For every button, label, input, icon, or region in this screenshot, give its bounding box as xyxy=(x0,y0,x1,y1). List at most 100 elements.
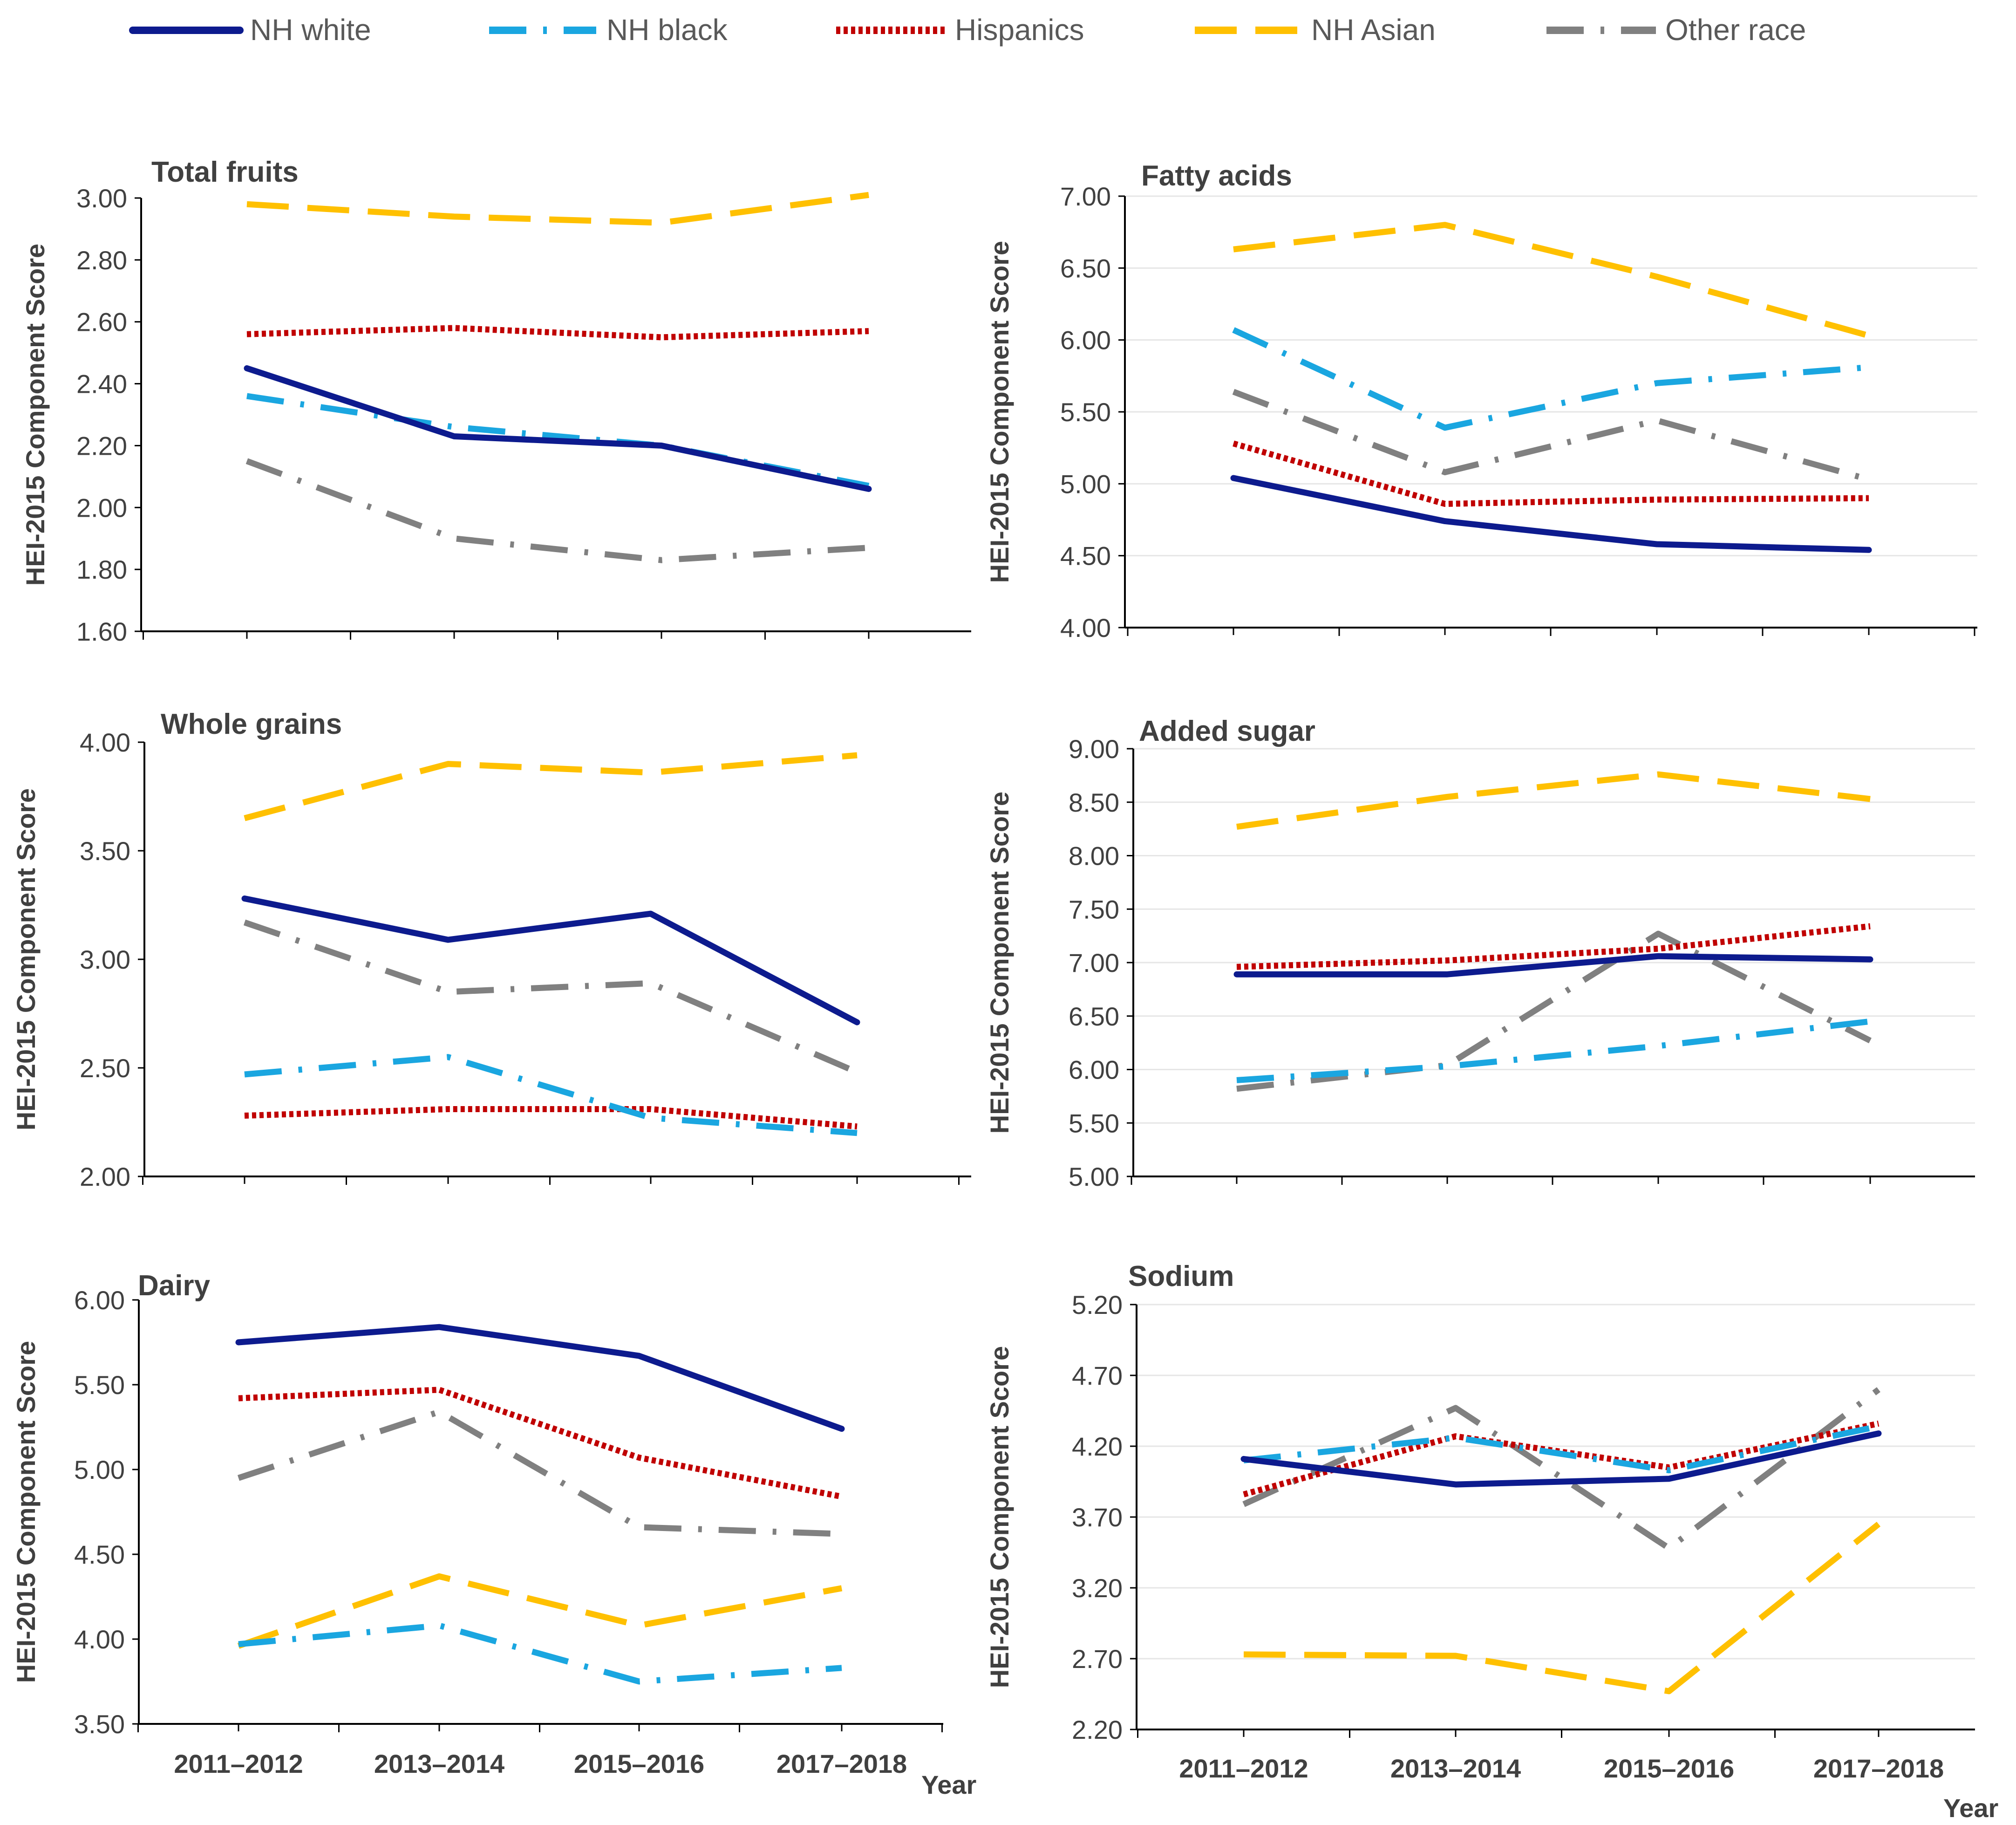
y-axis-title: HEI-2015 Component Score xyxy=(11,788,41,1130)
x-tick-label: 2017–2018 xyxy=(1813,1754,1944,1783)
series-line-nh-black xyxy=(1236,1018,1871,1083)
series-line-other-race xyxy=(237,1408,842,1537)
y-tick-label: 2.40 xyxy=(76,369,127,399)
x-axis-title-left: Year xyxy=(921,1770,976,1799)
series-line-other-race xyxy=(243,919,858,1075)
y-tick-label: 9.00 xyxy=(1069,734,1119,764)
series-line-hispanics xyxy=(244,1106,858,1130)
y-tick-label: 8.50 xyxy=(1069,788,1119,817)
y-tick-label: 2.60 xyxy=(76,308,127,337)
y-tick-label: 2.20 xyxy=(1072,1715,1123,1744)
x-tick-label: 2013–2014 xyxy=(374,1749,504,1778)
legend-label-nh-asian: NH Asian xyxy=(1311,13,1436,47)
x-tick-label: 2015–2016 xyxy=(574,1749,704,1778)
y-tick-label: 4.00 xyxy=(80,728,130,757)
chart-dairy: 3.50 4.00 4.50 5.00 5.50 6.00 2011–2012 2013–20… xyxy=(11,1270,943,1778)
y-tick-label: 4.50 xyxy=(74,1540,125,1569)
series-line-nh-white xyxy=(1240,1430,1882,1488)
y-tick-label: 5.00 xyxy=(74,1455,125,1484)
legend-item-hispanics: Hispanics xyxy=(836,13,1084,47)
chart-title: Sodium xyxy=(1128,1260,1234,1292)
series-line-nh-black xyxy=(1232,327,1869,431)
legend-label-nh-black: NH black xyxy=(606,13,728,47)
legend-item-nh-black: NH black xyxy=(489,13,728,47)
legend-label-other-race: Other race xyxy=(1665,13,1806,47)
series-line-nh-black xyxy=(238,1622,842,1685)
chart-title: Total fruits xyxy=(151,156,299,188)
y-tick-label: 7.50 xyxy=(1069,895,1119,924)
series-line-nh-white xyxy=(244,365,872,492)
y-tick-label: 5.50 xyxy=(74,1370,125,1400)
series-line-other-race xyxy=(1242,1387,1880,1552)
series-line-hispanics xyxy=(238,1387,843,1500)
series-line-nh-asian xyxy=(1243,1522,1881,1695)
y-axis-title: HEI-2015 Component Score xyxy=(11,1341,41,1683)
y-tick-label: 1.60 xyxy=(76,617,127,646)
y-tick-label: 7.00 xyxy=(1069,948,1119,977)
y-tick-label: 4.00 xyxy=(74,1625,125,1654)
y-tick-label: 7.00 xyxy=(1060,182,1111,211)
y-tick-label: 6.00 xyxy=(1069,1055,1119,1085)
x-tick-label: 2013–2014 xyxy=(1390,1754,1521,1783)
series-line-hispanics xyxy=(1233,440,1869,507)
x-tick-label: 2011–2012 xyxy=(174,1749,303,1778)
series-line-nh-white xyxy=(1233,953,1873,977)
y-tick-label: 5.00 xyxy=(1069,1162,1119,1191)
chart-title: Whole grains xyxy=(161,708,342,740)
y-tick-label: 2.80 xyxy=(76,246,127,275)
y-tick-label: 4.20 xyxy=(1072,1432,1123,1461)
series-line-nh-white xyxy=(1230,475,1872,553)
y-tick-label: 3.00 xyxy=(80,945,130,974)
x-tick-label: 2011–2012 xyxy=(1179,1754,1308,1783)
legend: NH white NH black Hispanics NH Asian Oth… xyxy=(129,13,1806,47)
y-tick-label: 5.00 xyxy=(1060,469,1111,499)
x-tick-label: 2017–2018 xyxy=(776,1749,907,1778)
series-line-other-race xyxy=(1232,389,1870,483)
series-line-nh-black xyxy=(1243,1423,1880,1474)
legend-item-nh-asian: NH Asian xyxy=(1195,13,1436,47)
series-line-nh-black xyxy=(244,1054,858,1136)
y-tick-label: 6.00 xyxy=(74,1285,125,1315)
chart-whole-grains: 2.00 2.50 3.00 3.50 4.00 Whole grains HEI-2015… xyxy=(11,708,971,1191)
series-line-nh-asian xyxy=(1233,222,1870,339)
y-axis-title: HEI-2015 Component Score xyxy=(985,241,1014,583)
legend-label-hispanics: Hispanics xyxy=(955,13,1084,47)
legend-item-nh-white: NH white xyxy=(129,13,371,47)
y-tick-label: 5.50 xyxy=(1060,397,1111,427)
chart-total-fruits: 1.60 1.80 2.00 2.20 2.40 2.60 2.80 3.00 Total fr… xyxy=(20,156,971,646)
series-line-nh-asian xyxy=(1236,771,1871,830)
y-tick-label: 8.00 xyxy=(1069,841,1119,871)
series-line-nh-asian xyxy=(246,191,869,226)
y-tick-label: 4.50 xyxy=(1060,541,1111,571)
y-axis-title: HEI-2015 Component Score xyxy=(20,244,50,586)
chart-title: Dairy xyxy=(138,1270,211,1302)
y-tick-label: 4.70 xyxy=(1072,1361,1123,1390)
chart-added-sugar: 5.00 5.50 6.00 6.50 7.00 7.50 8.00 8.50 9.00 Adde… xyxy=(985,715,1975,1191)
legend-item-other-race: Other race xyxy=(1546,13,1806,47)
y-tick-label: 3.20 xyxy=(1072,1573,1123,1603)
y-tick-label: 6.00 xyxy=(1060,326,1111,355)
chart-fatty-acids: 4.00 4.50 5.00 5.50 6.00 6.50 7.00 Fatty acids H… xyxy=(985,160,1977,643)
series-line-nh-white xyxy=(241,895,860,1025)
y-tick-label: 6.50 xyxy=(1060,253,1111,283)
y-tick-label: 2.50 xyxy=(80,1053,130,1083)
legend-label-nh-white: NH white xyxy=(250,13,371,47)
series-line-hispanics xyxy=(1236,923,1871,970)
y-tick-label: 3.00 xyxy=(76,184,127,213)
x-tick-label: 2015–2016 xyxy=(1604,1754,1734,1783)
chart-title: Fatty acids xyxy=(1141,160,1292,192)
y-tick-label: 6.50 xyxy=(1069,1002,1119,1031)
series-line-nh-white xyxy=(235,1324,845,1432)
series-line-nh-asian xyxy=(244,752,858,821)
y-tick-label: 2.70 xyxy=(1072,1644,1123,1674)
y-tick-label: 1.80 xyxy=(76,555,127,584)
y-tick-label: 2.00 xyxy=(80,1162,130,1191)
series-line-nh-asian xyxy=(237,1573,843,1649)
y-tick-label: 5.50 xyxy=(1069,1108,1119,1138)
y-tick-label: 3.50 xyxy=(80,836,130,866)
y-tick-label: 5.20 xyxy=(1072,1290,1123,1319)
series-line-other-race xyxy=(1236,930,1872,1092)
y-tick-label: 3.70 xyxy=(1072,1503,1123,1532)
y-tick-label: 3.50 xyxy=(74,1709,125,1739)
